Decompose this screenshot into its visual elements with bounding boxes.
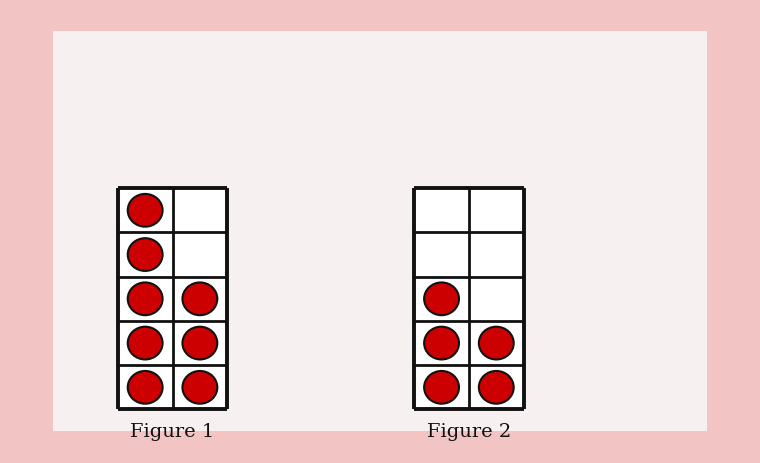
Circle shape	[424, 283, 459, 315]
Circle shape	[128, 238, 163, 271]
Text: Figure 2: Figure 2	[427, 422, 511, 440]
Circle shape	[424, 371, 459, 404]
FancyBboxPatch shape	[53, 32, 707, 431]
Text: Figure 1: Figure 1	[131, 422, 214, 440]
Circle shape	[182, 371, 217, 404]
Circle shape	[128, 194, 163, 227]
Bar	[118, 189, 227, 410]
Circle shape	[182, 283, 217, 315]
Circle shape	[128, 327, 163, 360]
Circle shape	[128, 283, 163, 315]
Circle shape	[128, 371, 163, 404]
Circle shape	[479, 327, 514, 360]
Circle shape	[479, 371, 514, 404]
Circle shape	[424, 327, 459, 360]
Bar	[414, 189, 524, 410]
Circle shape	[182, 327, 217, 360]
